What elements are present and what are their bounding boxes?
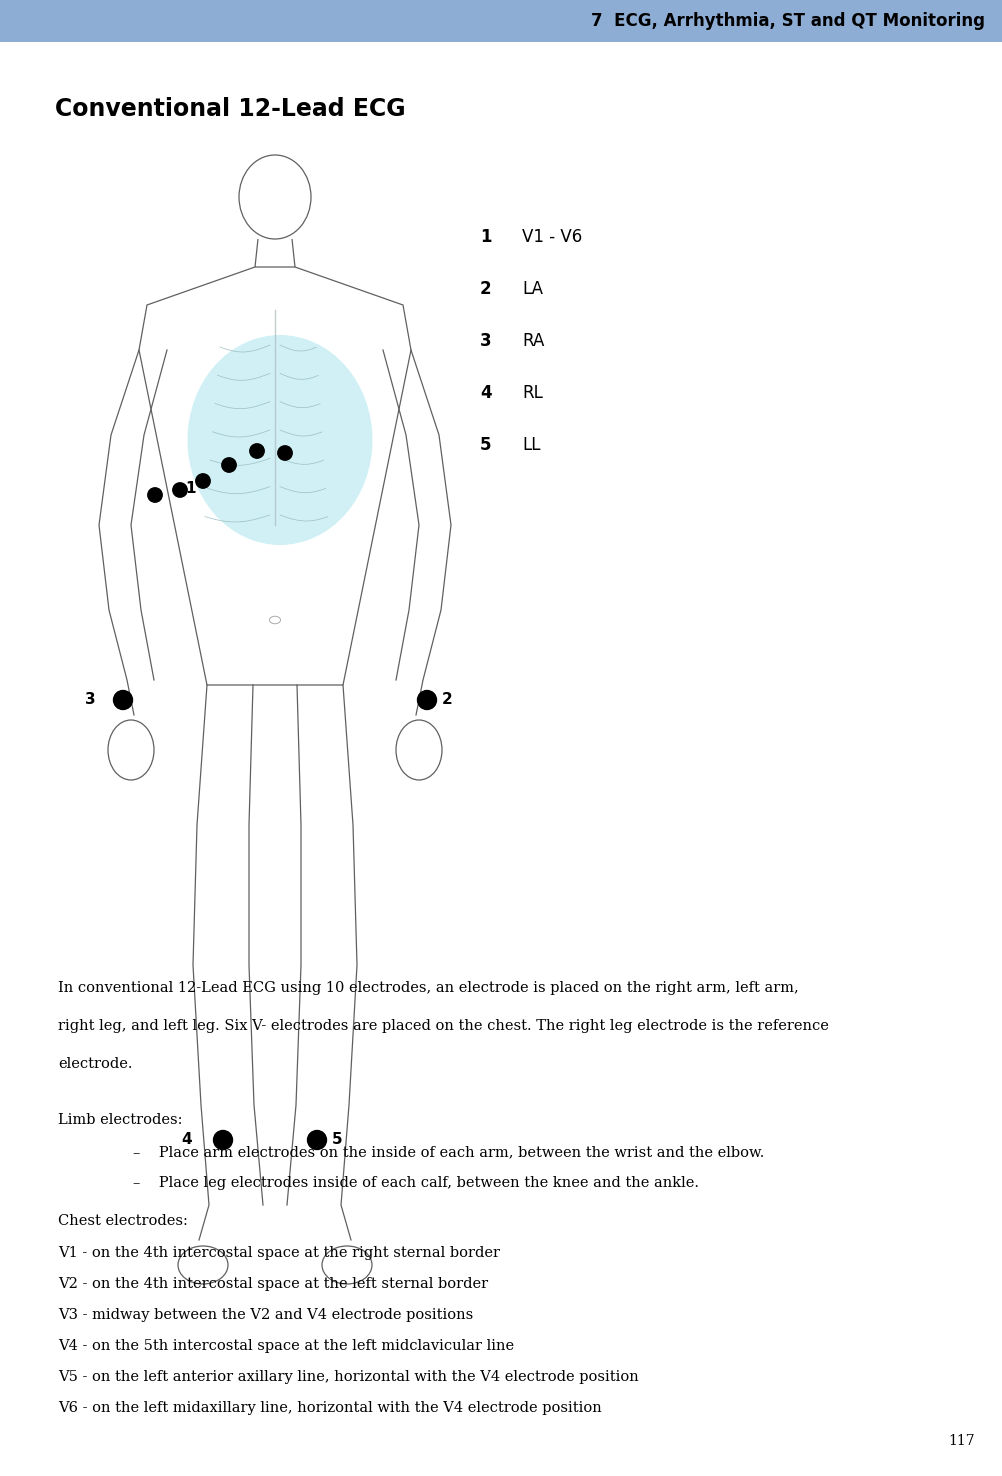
Text: 4: 4 [480, 384, 491, 401]
Circle shape [213, 1131, 232, 1150]
Text: 5: 5 [480, 435, 491, 455]
Text: 7  ECG, Arrhythmia, ST and QT Monitoring: 7 ECG, Arrhythmia, ST and QT Monitoring [590, 12, 984, 30]
Text: Limb electrodes:: Limb electrodes: [58, 1113, 182, 1128]
Text: V4 - on the 5th intercostal space at the left midclavicular line: V4 - on the 5th intercostal space at the… [58, 1339, 514, 1353]
Ellipse shape [322, 1246, 372, 1284]
Circle shape [308, 1131, 327, 1150]
Circle shape [172, 483, 187, 497]
Text: V5 - on the left anterior axillary line, horizontal with the V4 electrode positi: V5 - on the left anterior axillary line,… [58, 1370, 638, 1384]
Text: 117: 117 [948, 1435, 974, 1448]
Text: LA: LA [521, 280, 542, 298]
Ellipse shape [108, 720, 154, 779]
Circle shape [417, 691, 436, 710]
Text: 1: 1 [184, 481, 195, 496]
Text: 3: 3 [480, 332, 491, 350]
Ellipse shape [177, 1246, 227, 1284]
Bar [0, 0, 1002, 41]
Circle shape [195, 474, 210, 489]
Ellipse shape [396, 720, 442, 779]
Text: Conventional 12-Lead ECG: Conventional 12-Lead ECG [55, 97, 405, 121]
Circle shape [221, 458, 235, 472]
Text: –    Place leg electrodes inside of each calf, between the knee and the ankle.: – Place leg electrodes inside of each ca… [133, 1176, 698, 1191]
Text: electrode.: electrode. [58, 1057, 132, 1072]
Text: RA: RA [521, 332, 544, 350]
Circle shape [278, 446, 292, 461]
Text: 2: 2 [442, 692, 452, 707]
Ellipse shape [187, 335, 372, 545]
Text: 4: 4 [180, 1132, 191, 1147]
Text: 5: 5 [332, 1132, 343, 1147]
Text: In conventional 12-Lead ECG using 10 electrodes, an electrode is placed on the r: In conventional 12-Lead ECG using 10 ele… [58, 982, 798, 995]
Text: –    Place arm electrodes on the inside of each arm, between the wrist and the e: – Place arm electrodes on the inside of … [133, 1145, 764, 1159]
Text: V1 - on the 4th intercostal space at the right sternal border: V1 - on the 4th intercostal space at the… [58, 1246, 500, 1259]
Text: 2: 2 [480, 280, 491, 298]
Text: 3: 3 [85, 692, 95, 707]
Text: 1: 1 [480, 227, 491, 246]
Circle shape [249, 444, 264, 458]
Text: right leg, and left leg. Six V- electrodes are placed on the chest. The right le: right leg, and left leg. Six V- electrod… [58, 1018, 828, 1033]
Circle shape [113, 691, 132, 710]
Text: Chest electrodes:: Chest electrodes: [58, 1215, 187, 1228]
Text: V6 - on the left midaxillary line, horizontal with the V4 electrode position: V6 - on the left midaxillary line, horiz… [58, 1401, 601, 1415]
Text: LL: LL [521, 435, 540, 455]
Text: V1 - V6: V1 - V6 [521, 227, 582, 246]
Text: V3 - midway between the V2 and V4 electrode positions: V3 - midway between the V2 and V4 electr… [58, 1308, 473, 1322]
Ellipse shape [238, 155, 311, 239]
Circle shape [147, 487, 162, 502]
Text: RL: RL [521, 384, 542, 401]
Text: V2 - on the 4th intercostal space at the left sternal border: V2 - on the 4th intercostal space at the… [58, 1277, 488, 1292]
